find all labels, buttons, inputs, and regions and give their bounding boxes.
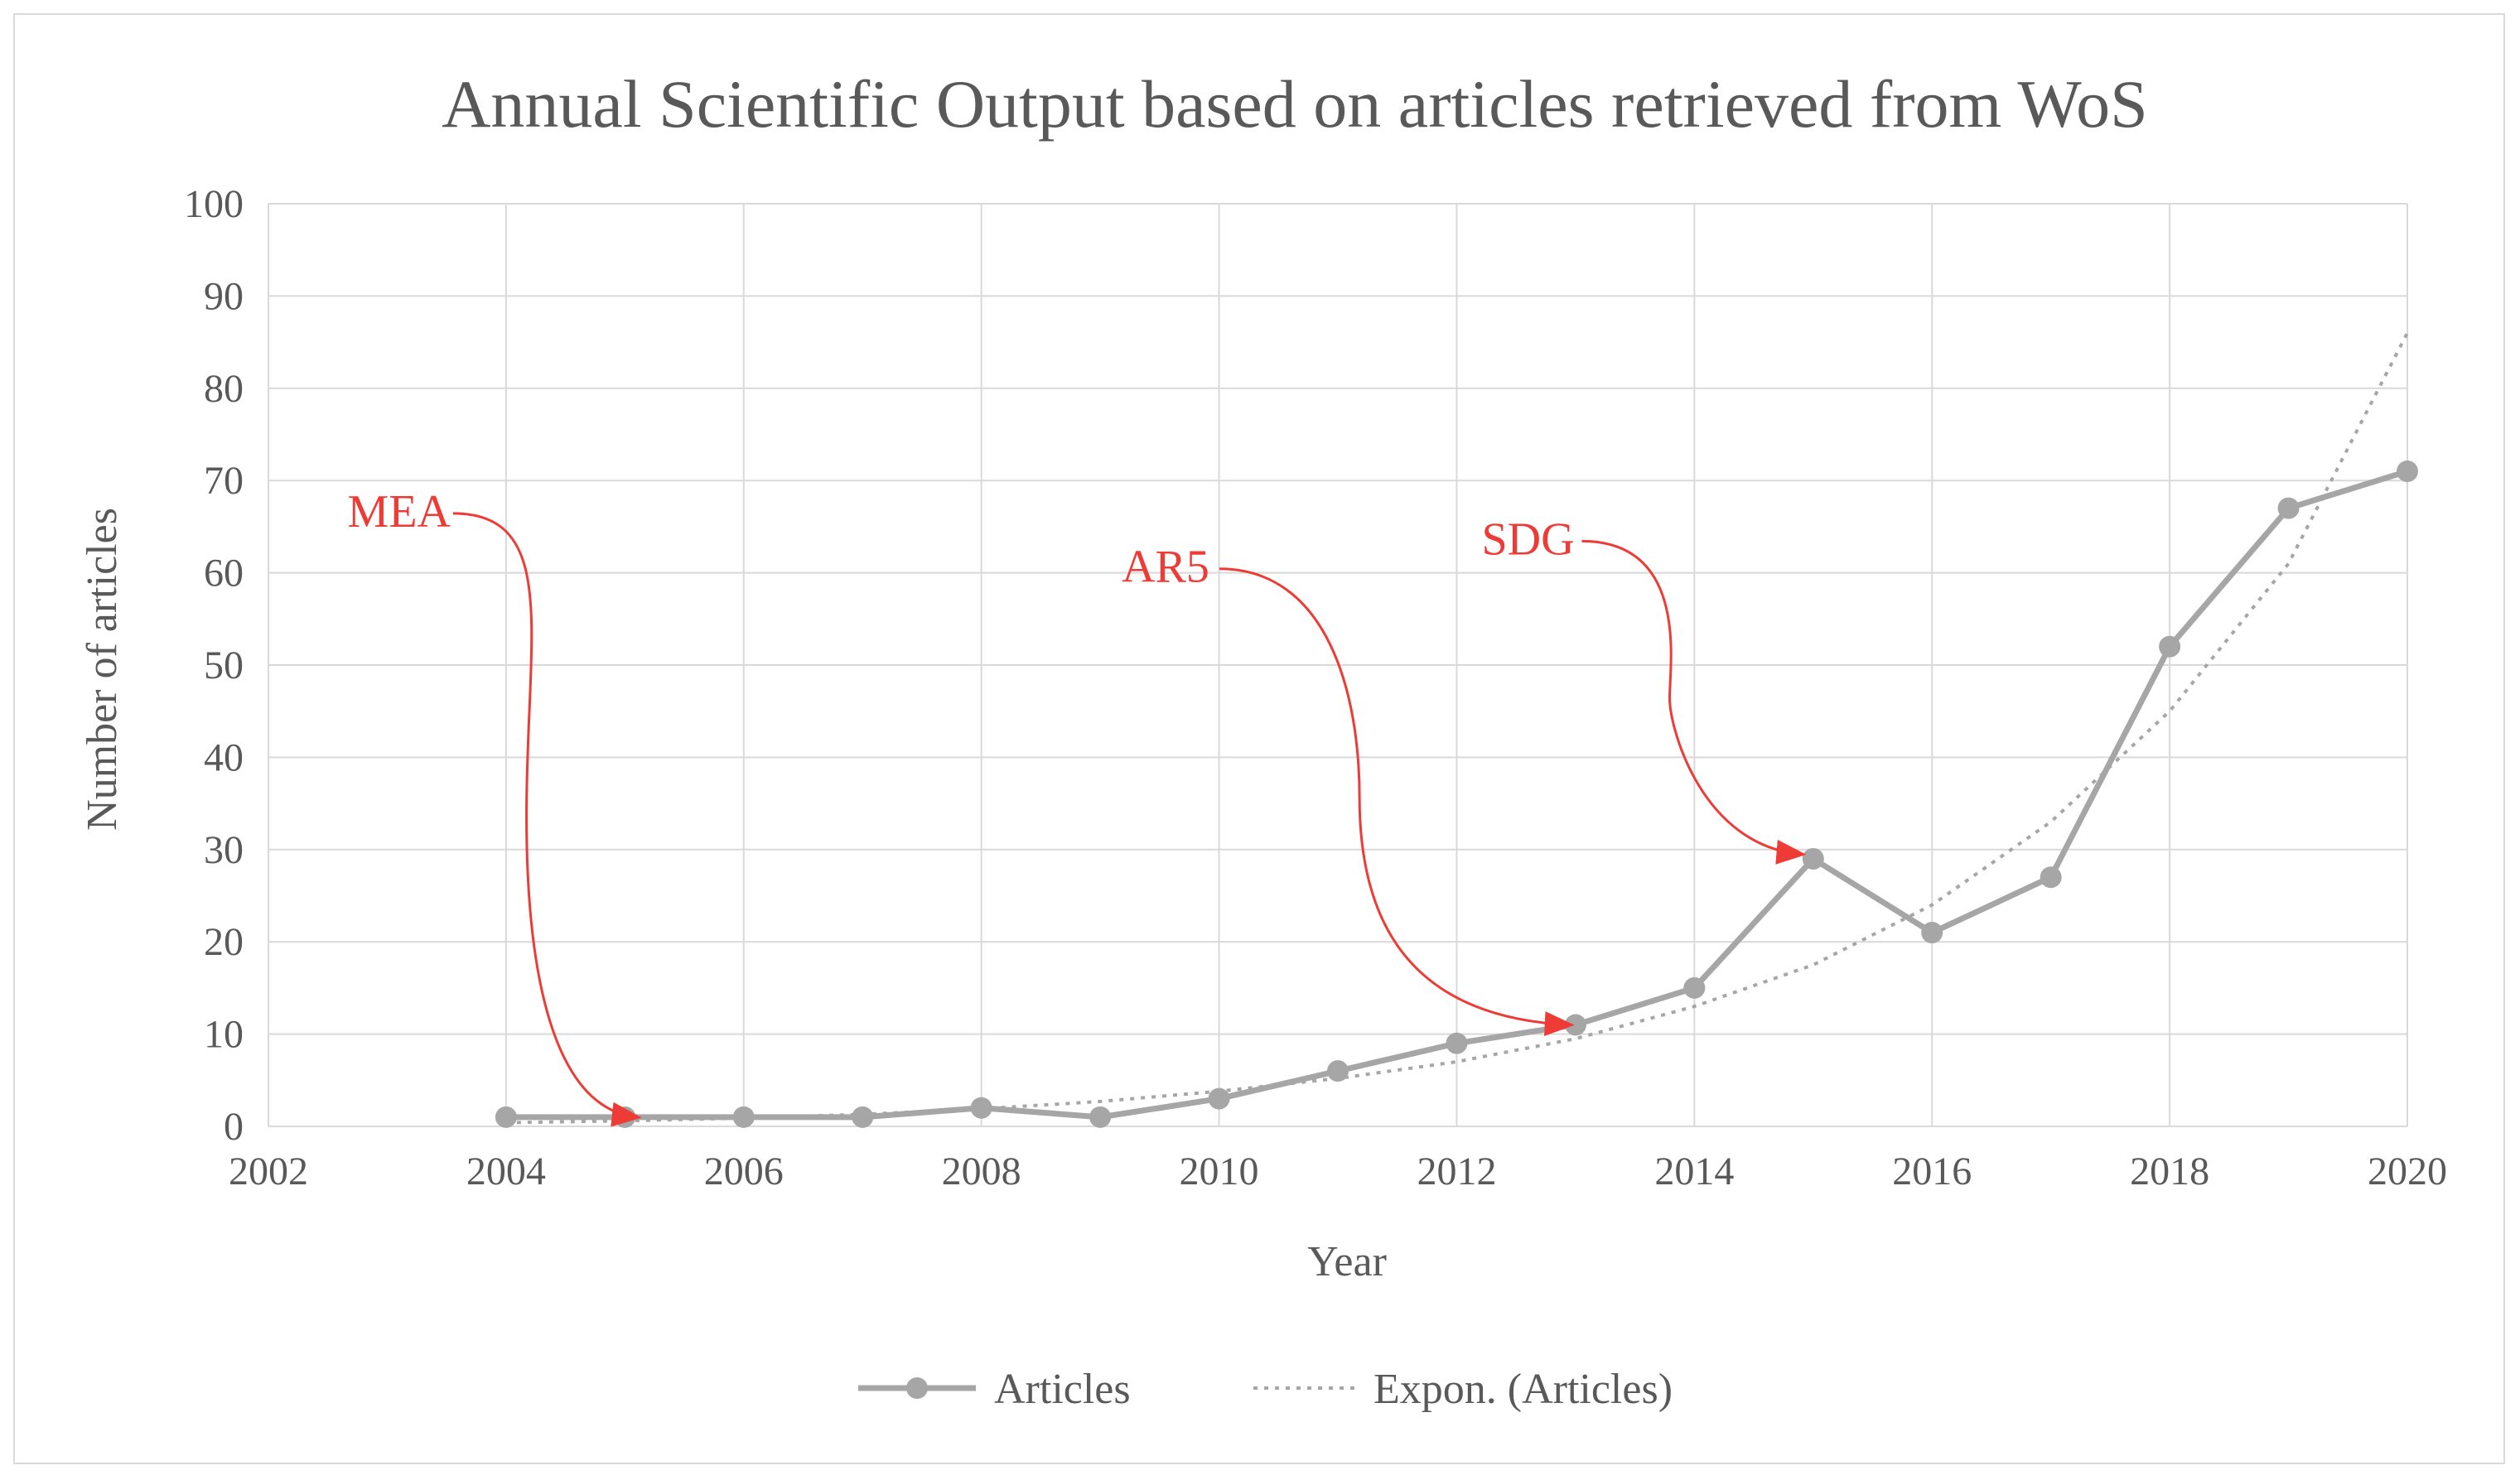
y-tick-label: 0 bbox=[224, 1105, 244, 1149]
x-tick-label: 2018 bbox=[2130, 1150, 2209, 1193]
data-point-2016 bbox=[1921, 922, 1943, 944]
data-point-2007 bbox=[852, 1106, 874, 1128]
data-point-2004 bbox=[495, 1106, 517, 1128]
y-axis-ticks: 0 10 20 30 40 50 60 70 80 90 100 bbox=[184, 182, 244, 1149]
annotation-arrow-ar5 bbox=[1219, 567, 1575, 1037]
x-tick-label: 2004 bbox=[466, 1150, 546, 1193]
x-tick-label: 2016 bbox=[1892, 1150, 1972, 1193]
annotation-sdg: SDG bbox=[1481, 513, 1574, 565]
x-tick-label: 2020 bbox=[2368, 1150, 2447, 1193]
annotations-layer: MEA AR5 SDG bbox=[348, 486, 1807, 1127]
y-tick-label: 50 bbox=[204, 644, 244, 687]
data-point-2008 bbox=[970, 1097, 992, 1119]
data-point-2010 bbox=[1208, 1087, 1230, 1110]
legend-trend-label: Expon. (Articles) bbox=[1373, 1366, 1673, 1413]
y-tick-label: 10 bbox=[204, 1013, 244, 1057]
y-tick-label: 70 bbox=[204, 459, 244, 503]
x-axis-label: Year bbox=[1307, 1238, 1387, 1285]
annotation-ar5: AR5 bbox=[1122, 542, 1209, 593]
legend-articles-marker bbox=[906, 1377, 928, 1399]
data-point-2017 bbox=[2040, 866, 2062, 889]
annotation-arrow-mea bbox=[452, 512, 642, 1127]
x-tick-label: 2002 bbox=[229, 1150, 308, 1193]
y-tick-label: 100 bbox=[184, 182, 244, 226]
chart-title: Annual Scientific Output based on articl… bbox=[442, 66, 2148, 142]
data-point-2015 bbox=[1802, 847, 1824, 870]
x-tick-label: 2008 bbox=[942, 1150, 1021, 1193]
annotation-mea: MEA bbox=[348, 486, 451, 538]
y-axis-label: Number of articles bbox=[79, 508, 126, 831]
data-point-2020 bbox=[2397, 460, 2418, 483]
x-tick-label: 2014 bbox=[1654, 1150, 1734, 1193]
y-tick-label: 80 bbox=[204, 367, 244, 411]
y-tick-label: 40 bbox=[204, 735, 244, 779]
data-point-2018 bbox=[2159, 635, 2181, 658]
line-chart: Annual Scientific Output based on articl… bbox=[79, 66, 2447, 1413]
x-tick-label: 2012 bbox=[1417, 1150, 1496, 1193]
data-point-2014 bbox=[1683, 976, 1706, 999]
x-axis-ticks: 2002 2004 2006 2008 2010 2012 2014 2016 2018 2020 bbox=[229, 1150, 2447, 1193]
annotation-arrow-sdg bbox=[1581, 539, 1807, 865]
data-point-2006 bbox=[732, 1106, 755, 1128]
x-tick-label: 2006 bbox=[704, 1150, 784, 1193]
y-tick-label: 30 bbox=[204, 828, 244, 872]
y-tick-label: 60 bbox=[204, 552, 244, 595]
legend: Articles Expon. (Articles) bbox=[858, 1366, 1673, 1413]
x-tick-label: 2010 bbox=[1180, 1150, 1259, 1193]
data-point-2009 bbox=[1089, 1106, 1112, 1128]
legend-articles-label: Articles bbox=[994, 1366, 1131, 1413]
y-tick-label: 90 bbox=[204, 274, 244, 318]
data-point-2019 bbox=[2277, 497, 2300, 519]
data-point-2012 bbox=[1446, 1032, 1468, 1054]
chart-frame: Annual Scientific Output based on articl… bbox=[13, 13, 2505, 1464]
y-tick-label: 20 bbox=[204, 920, 244, 964]
data-point-2011 bbox=[1327, 1060, 1349, 1082]
